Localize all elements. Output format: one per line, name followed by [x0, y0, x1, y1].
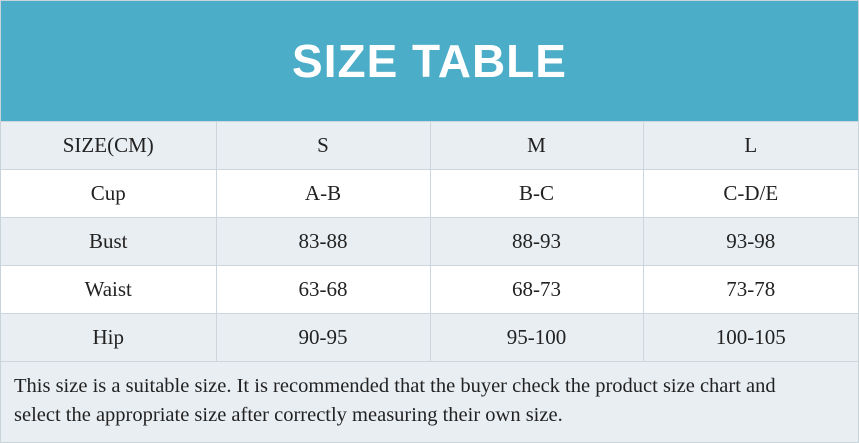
table-row: Hip 90-95 95-100 100-105: [1, 313, 858, 362]
row-label: Bust: [1, 217, 217, 266]
table-row: Bust 83-88 88-93 93-98: [1, 217, 858, 266]
table-cell: 90-95: [215, 313, 431, 362]
table-cell: 93-98: [642, 217, 858, 266]
column-header: S: [215, 121, 431, 170]
table-cell: 73-78: [642, 265, 858, 314]
table-cell: B-C: [429, 169, 644, 218]
table-row: Cup A-B B-C C-D/E: [1, 169, 858, 218]
table-cell: 68-73: [429, 265, 644, 314]
table-row: Waist 63-68 68-73 73-78: [1, 265, 858, 314]
note: This size is a suitable size. It is reco…: [1, 362, 858, 442]
table-cell: 83-88: [215, 217, 431, 266]
header-band: SIZE TABLE: [1, 1, 858, 121]
column-header: L: [642, 121, 858, 170]
header-row: SIZE(CM) S M L: [1, 121, 858, 170]
column-header: SIZE(CM): [1, 121, 217, 170]
column-header: M: [429, 121, 644, 170]
row-label: Hip: [1, 313, 217, 362]
size-table: SIZE(CM) S M L Cup A-B B-C C-D/E Bust 83-88 88-93 9…: [1, 121, 858, 362]
row-label: Waist: [1, 265, 217, 314]
row-label: Cup: [1, 169, 217, 218]
table-cell: 63-68: [215, 265, 431, 314]
table-cell: 88-93: [429, 217, 644, 266]
table-cell: 100-105: [642, 313, 858, 362]
table-cell: C-D/E: [642, 169, 858, 218]
title: SIZE TABLE: [292, 35, 567, 87]
table-cell: 95-100: [429, 313, 644, 362]
table-cell: A-B: [215, 169, 431, 218]
